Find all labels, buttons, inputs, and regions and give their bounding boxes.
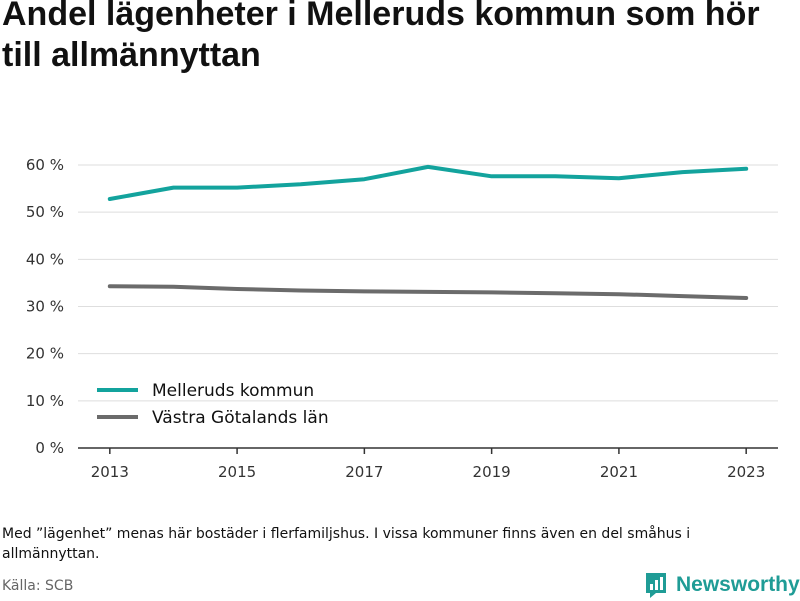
y-tick-label: 50 % — [26, 203, 64, 221]
y-tick-label: 10 % — [26, 392, 64, 410]
x-tick-label: 2021 — [600, 463, 638, 481]
legend: Melleruds kommun Västra Götalands län — [97, 381, 329, 428]
legend-label: Västra Götalands län — [152, 408, 329, 428]
x-tick-label: 2023 — [727, 463, 765, 481]
series-lines — [107, 164, 749, 300]
x-tick-label: 2019 — [473, 463, 511, 481]
chart-title: Andel lägenheter i Melleruds kommun som … — [2, 0, 760, 74]
source-label: Källa: SCB — [2, 578, 74, 594]
newsworthy-logo-icon — [646, 573, 666, 598]
y-tick-label: 40 % — [26, 250, 64, 268]
y-tick-label: 20 % — [26, 345, 64, 363]
x-axis: 2013 2015 2017 2019 2021 2023 — [78, 447, 778, 481]
brand-logo[interactable]: Newsworthy — [644, 569, 800, 601]
y-tick-label: 0 % — [35, 439, 64, 457]
y-tick-label: 60 % — [26, 156, 64, 174]
y-tick-labels: 0 % 10 % 20 % 30 % 40 % 50 % 60 % — [26, 156, 64, 457]
x-tick-label: 2015 — [218, 463, 256, 481]
x-tick-label: 2017 — [345, 463, 383, 481]
series-line-2 — [107, 284, 749, 300]
line-chart: 0 % 10 % 20 % 30 % 40 % 50 % 60 % 2013 2015 2017… — [26, 156, 778, 481]
legend-label: Melleruds kommun — [152, 381, 314, 401]
footnote: Med ”lägenhet” menas här bostäder i fler… — [2, 526, 691, 562]
brand-name: Newsworthy — [676, 573, 800, 596]
gridlines — [78, 164, 778, 402]
y-tick-label: 30 % — [26, 298, 64, 316]
series-line-1 — [107, 164, 749, 201]
x-tick-label: 2013 — [91, 463, 129, 481]
